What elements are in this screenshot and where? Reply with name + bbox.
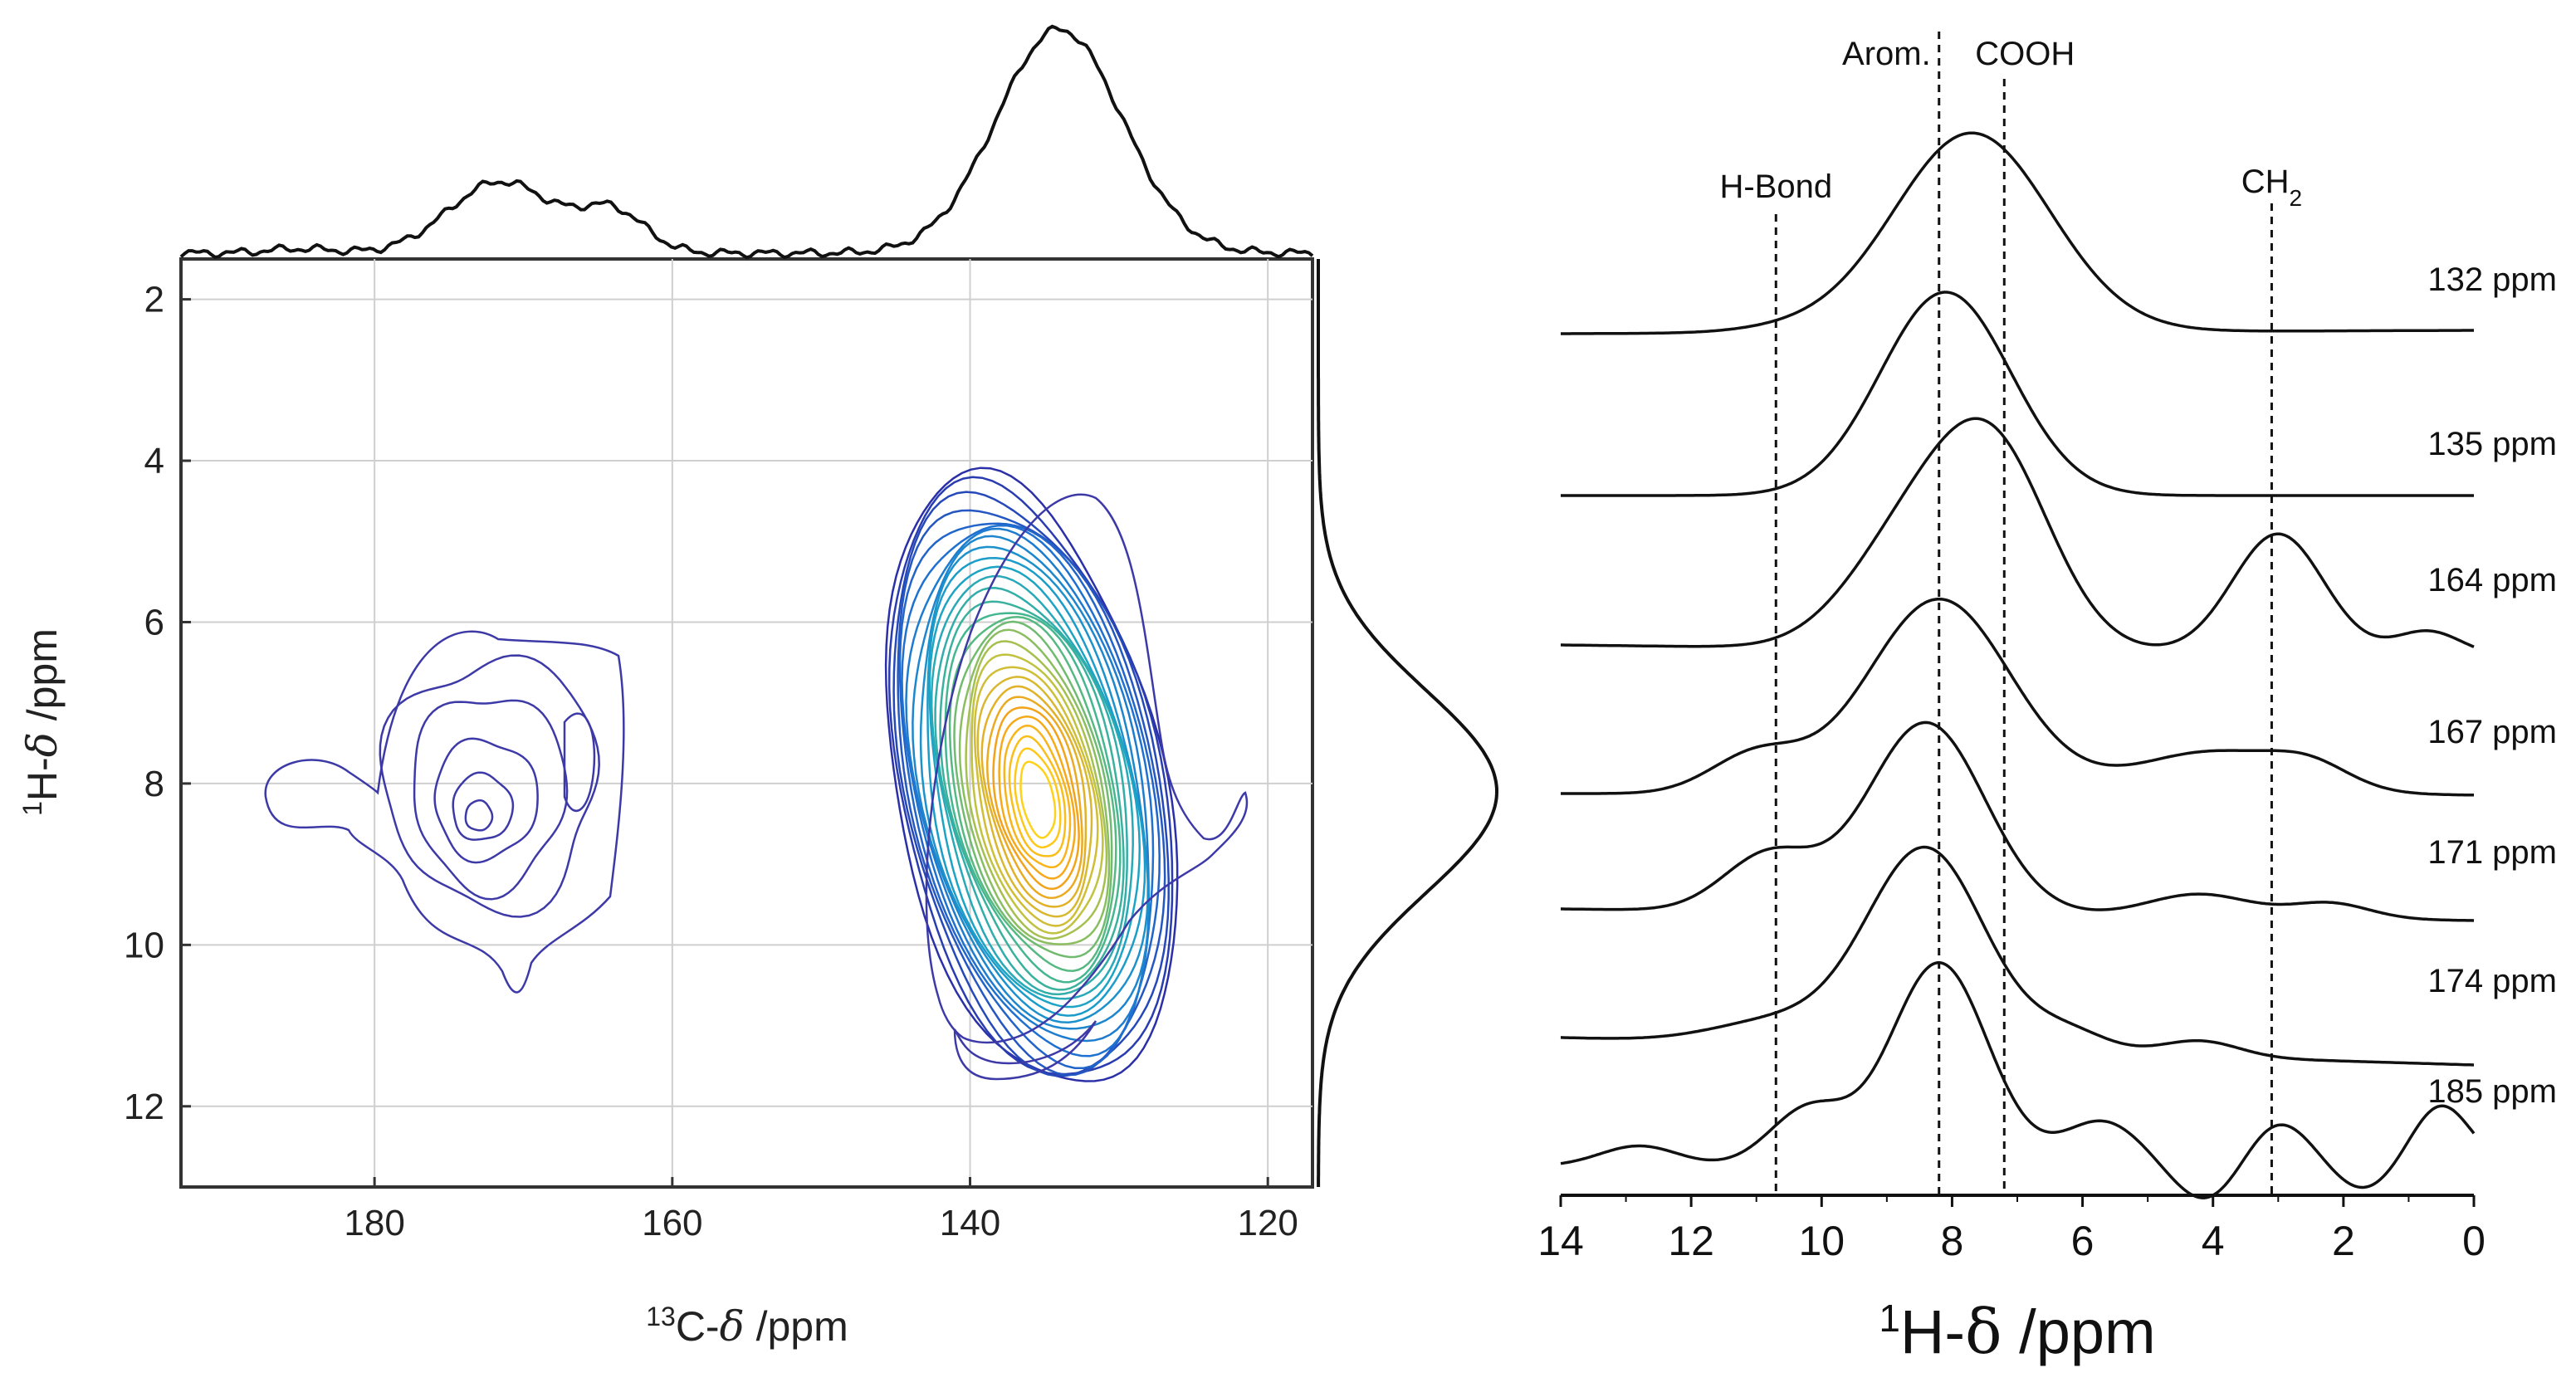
x-tick-label: 4 — [2202, 1218, 2225, 1264]
y-tick-label: 12 — [124, 1087, 164, 1127]
series-label: 171 ppm — [2427, 834, 2557, 871]
y-axis-label: 1H-δ /ppm — [17, 628, 66, 816]
y-tick-label: 4 — [144, 441, 164, 481]
contour-line — [970, 653, 1104, 935]
grid — [181, 259, 1312, 1187]
series-label: 164 ppm — [2427, 562, 2557, 598]
x-tick-label: 0 — [2462, 1218, 2486, 1264]
y-tick-label: 2 — [144, 280, 164, 320]
contour-line — [973, 666, 1099, 927]
series-labels: 132 ppm 135 ppm 164 ppm 167 ppm 171 ppm 174 p… — [2427, 261, 2557, 1110]
contour-line — [939, 600, 1125, 991]
contour-line — [413, 699, 569, 901]
contour-line — [953, 1020, 1097, 1081]
x-tick-label: 160 — [642, 1203, 702, 1243]
contour-line — [953, 620, 1113, 959]
contour-line — [992, 706, 1080, 891]
x-tick-label: 140 — [940, 1203, 1000, 1243]
y-tick-label: 10 — [124, 925, 164, 965]
trace-series — [1560, 131, 2476, 1199]
x-axis-label: 1H-δ /ppm — [1879, 1297, 2155, 1368]
contour-line — [948, 615, 1117, 972]
x-tick-label: 180 — [344, 1203, 404, 1243]
trace-line — [1561, 720, 2475, 922]
top-projection-trace — [179, 24, 1314, 260]
contour-line — [919, 545, 1149, 1023]
contour-line — [998, 716, 1076, 880]
contour-line — [884, 466, 1179, 1082]
x-tick-label: 6 — [2071, 1218, 2095, 1264]
contour-line — [986, 696, 1083, 900]
trace-line — [1561, 417, 2475, 648]
contour-line — [958, 628, 1111, 945]
contour-line — [887, 476, 1174, 1076]
side-projection-trace — [1317, 259, 1499, 1187]
series-label: 174 ppm — [2427, 963, 2557, 999]
stacked-traces-panel: H-Bond Arom. COOH CH2 132 ppm 135 ppm 164 ppm… — [1537, 32, 2557, 1368]
contour-line — [452, 771, 515, 841]
annotation-label: H-Bond — [1719, 169, 1832, 205]
x-tick-label: 14 — [1537, 1218, 1584, 1264]
x-axis-ticks: 14 12 10 8 6 4 2 0 — [1537, 1195, 2486, 1264]
trace-line — [1561, 291, 2474, 497]
annotation-label: Arom. — [1842, 36, 1931, 72]
contour-line — [944, 612, 1122, 984]
contour-line — [1019, 760, 1057, 839]
contour-line — [464, 799, 494, 832]
contour-line — [563, 712, 596, 813]
trace-line — [1561, 131, 2474, 335]
trace-line — [1561, 597, 2474, 797]
contour-line — [901, 524, 1155, 1058]
reference-lines — [1774, 32, 2273, 1195]
contour-line — [928, 565, 1141, 1009]
contour-panel: 180 160 140 120 2 4 6 8 10 12 13C-δ /ppm 1H-δ /pp… — [17, 24, 1499, 1351]
x-axis-label: 13C-δ /ppm — [646, 1302, 848, 1351]
trace-line — [1560, 961, 2476, 1199]
x-tick-label: 8 — [1941, 1218, 1964, 1264]
annotation-label: COOH — [1975, 36, 2075, 72]
contour-line — [912, 535, 1150, 1030]
axis-ticks: 180 160 140 120 2 4 6 8 10 12 — [124, 280, 1298, 1243]
x-tick-label: 120 — [1237, 1203, 1298, 1243]
contour-line — [980, 685, 1088, 908]
contour-line — [264, 630, 625, 994]
contour-line — [905, 527, 1150, 1043]
series-label: 132 ppm — [2427, 261, 2557, 298]
annotation-labels: H-Bond Arom. COOH CH2 — [1719, 36, 2302, 211]
trace-line — [1560, 845, 2475, 1067]
annotation-label: CH2 — [2241, 164, 2302, 211]
series-label: 185 ppm — [2427, 1073, 2557, 1110]
contour-line — [1003, 724, 1072, 869]
contour-line — [1014, 747, 1062, 849]
contour-line — [934, 587, 1128, 996]
x-tick-label: 10 — [1798, 1218, 1845, 1264]
contour-line — [892, 491, 1170, 1077]
contour-line — [379, 654, 600, 918]
y-tick-label: 6 — [144, 602, 164, 642]
contour-line — [976, 676, 1093, 918]
y-tick-label: 8 — [144, 764, 164, 804]
series-label: 167 ppm — [2427, 714, 2557, 750]
contour-line — [930, 574, 1134, 1000]
contour-line — [433, 737, 539, 864]
x-tick-label: 2 — [2332, 1218, 2355, 1264]
series-label: 135 ppm — [2427, 426, 2557, 462]
contour-line — [925, 493, 1249, 1044]
contour-line — [926, 557, 1146, 1017]
contour-line — [1008, 735, 1067, 857]
x-tick-label: 12 — [1668, 1218, 1714, 1264]
contour-line — [965, 640, 1108, 940]
contour-plot — [264, 466, 1249, 1082]
